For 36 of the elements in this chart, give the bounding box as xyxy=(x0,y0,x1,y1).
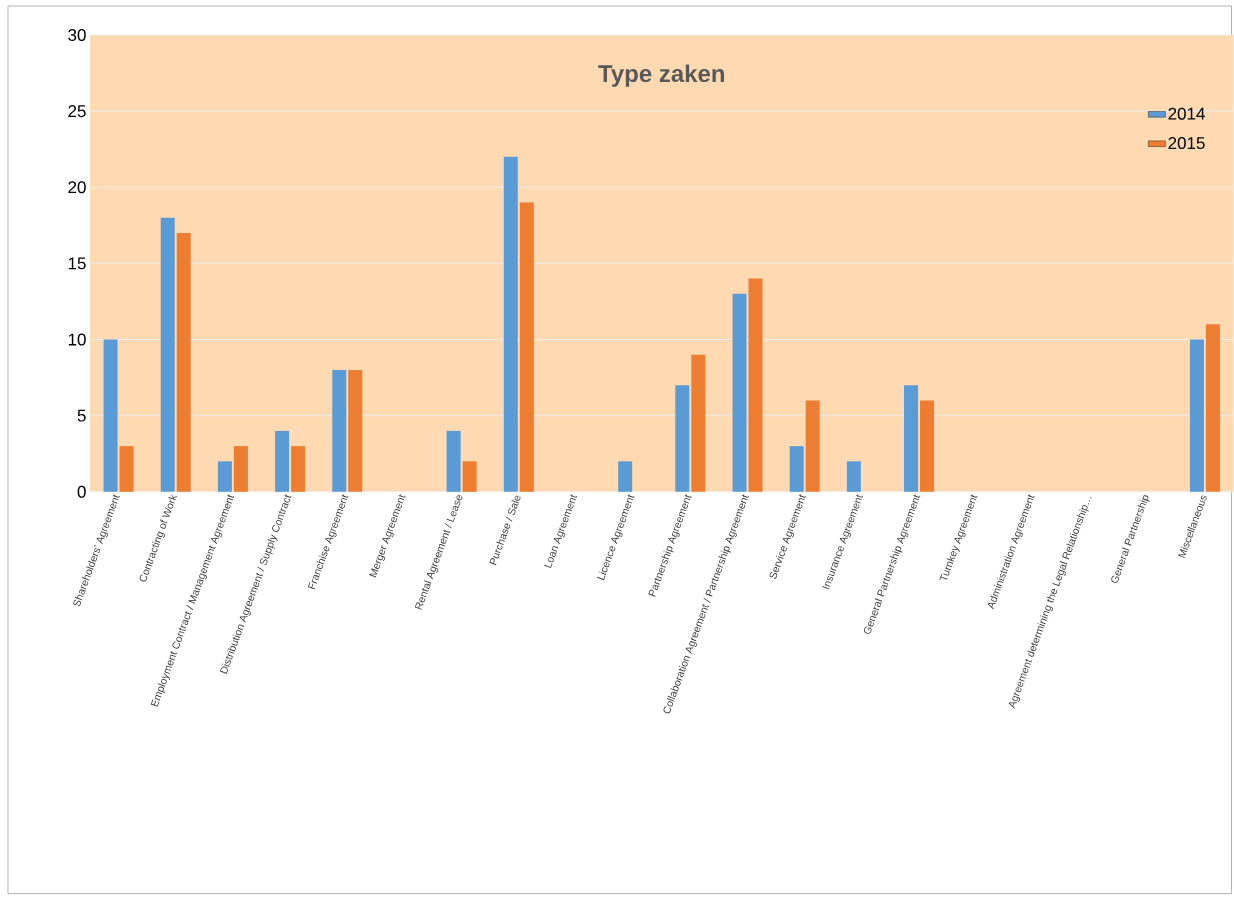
bar xyxy=(160,217,175,492)
legend-label: 2015 xyxy=(1168,137,1205,150)
bar xyxy=(1205,324,1220,492)
bar xyxy=(904,385,919,492)
bar xyxy=(618,461,633,492)
bar xyxy=(119,446,134,492)
bar xyxy=(748,278,763,492)
bar xyxy=(217,461,232,492)
bar xyxy=(789,446,804,492)
y-tick-label: 10 xyxy=(68,333,86,346)
bar xyxy=(348,370,363,492)
bar xyxy=(519,202,534,492)
bar xyxy=(103,339,118,492)
bar xyxy=(291,446,306,492)
bar xyxy=(675,385,690,492)
bar xyxy=(1189,339,1204,492)
bar xyxy=(691,354,706,492)
y-tick-label: 15 xyxy=(68,257,86,270)
y-tick-label: 20 xyxy=(68,181,86,194)
bar xyxy=(332,370,347,492)
bar xyxy=(920,400,935,492)
bar xyxy=(446,431,461,492)
bar xyxy=(176,233,191,492)
bar xyxy=(462,461,477,492)
y-tick-label: 5 xyxy=(77,409,86,422)
bar xyxy=(846,461,861,492)
bar xyxy=(805,400,820,492)
text: Type zaken xyxy=(598,64,725,88)
legend-label: 2014 xyxy=(1168,107,1205,120)
bar xyxy=(233,446,248,492)
y-tick-label: 30 xyxy=(68,29,86,42)
bar xyxy=(732,294,747,492)
bar xyxy=(275,431,290,492)
y-tick-label: 25 xyxy=(68,105,86,118)
y-tick-label: 0 xyxy=(77,485,86,498)
bar xyxy=(503,156,518,492)
